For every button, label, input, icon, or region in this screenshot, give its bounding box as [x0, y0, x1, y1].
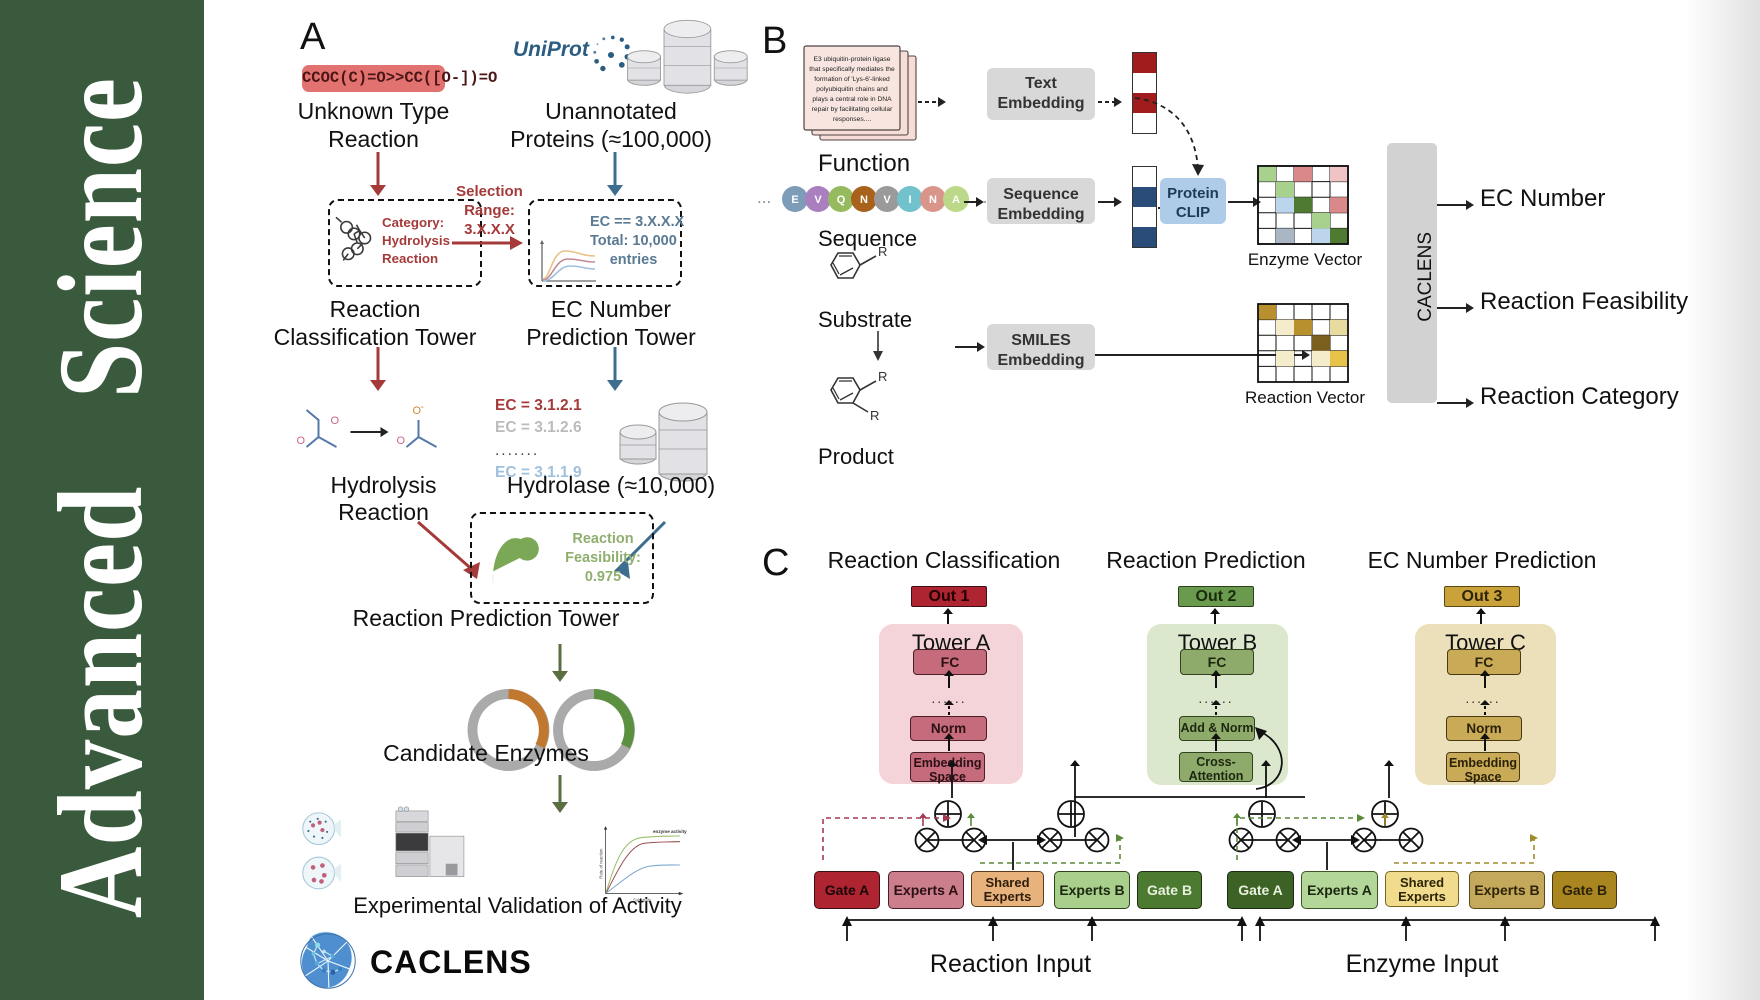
svg-text:Q: Q — [837, 194, 846, 206]
svg-text:that specifically mediates the: that specifically mediates the — [809, 66, 895, 73]
svg-text:N: N — [860, 194, 868, 206]
svg-text:R: R — [878, 244, 887, 259]
svg-text:O: O — [331, 415, 340, 427]
svg-text:E3 ubiquitin-protein ligase: E3 ubiquitin-protein ligase — [814, 56, 891, 63]
svg-text:R: R — [878, 369, 887, 384]
svg-text:responses....: responses.... — [833, 116, 871, 123]
svg-text:I: I — [908, 194, 911, 206]
svg-text:enzyme activity: enzyme activity — [653, 829, 687, 834]
svg-text:Enzyme: Enzyme — [498, 572, 529, 581]
svg-text:E: E — [791, 194, 798, 206]
svg-text:N: N — [929, 194, 937, 206]
svg-text:formation of 'Lys-6'-linked: formation of 'Lys-6'-linked — [814, 76, 890, 83]
svg-text:V: V — [814, 194, 822, 206]
svg-text:A: A — [952, 194, 960, 206]
svg-text:polyubiquitin chains and: polyubiquitin chains and — [816, 86, 888, 93]
svg-text:O: O — [397, 435, 406, 447]
svg-text:-: - — [421, 402, 424, 413]
svg-text:plays a central role in DNA: plays a central role in DNA — [812, 96, 892, 103]
svg-text:repair by facilitating cellula: repair by facilitating cellular — [812, 106, 893, 113]
svg-text:O: O — [297, 435, 306, 447]
svg-text:V: V — [883, 194, 891, 206]
svg-text:R: R — [870, 408, 879, 423]
svg-text:Rate of reaction: Rate of reaction — [599, 848, 604, 879]
